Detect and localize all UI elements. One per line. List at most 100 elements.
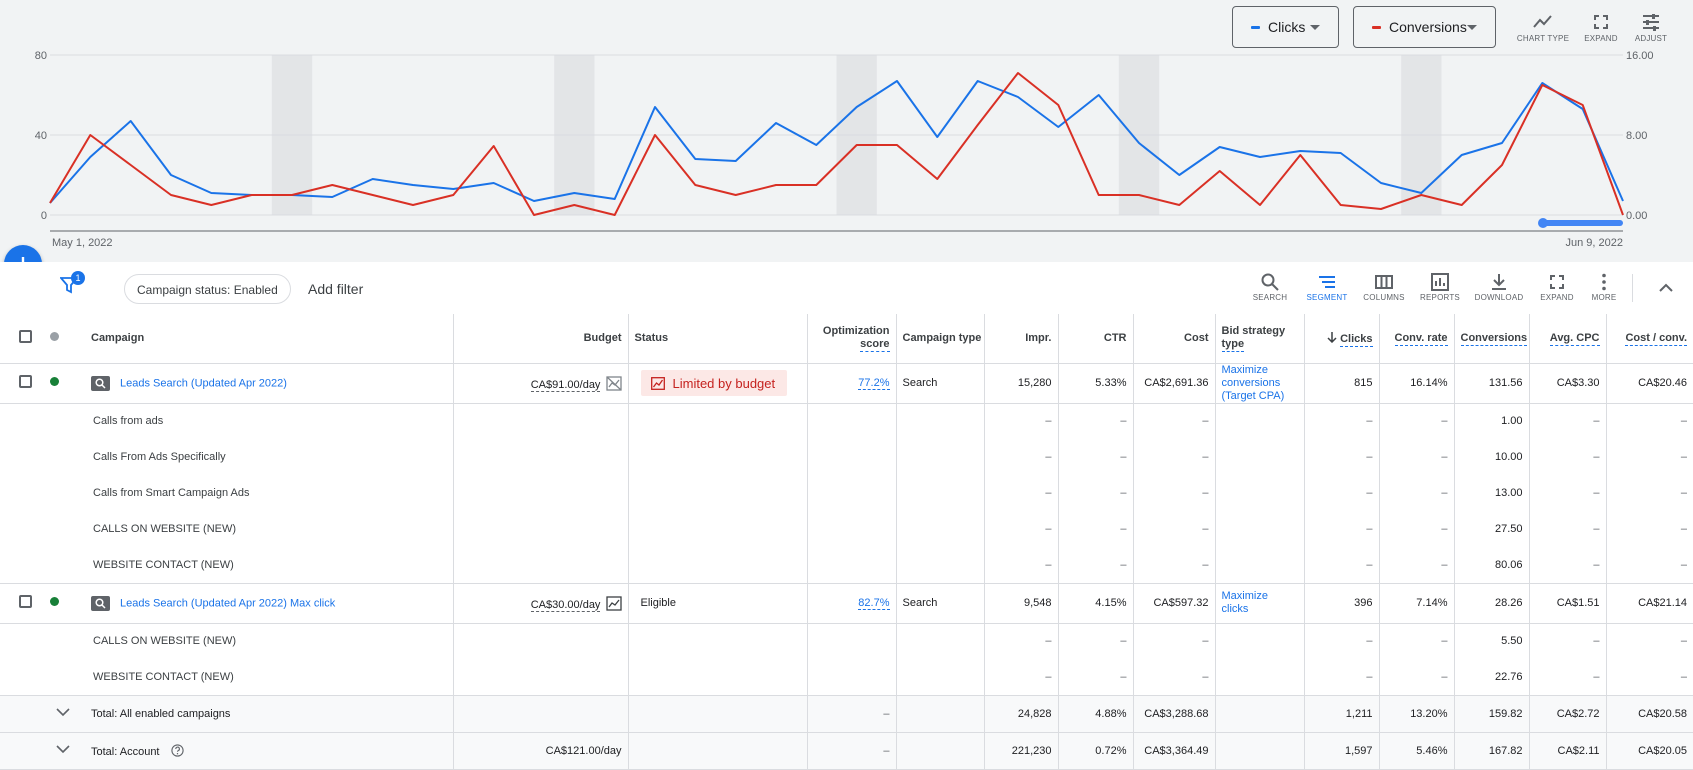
- date-start-label: May 1, 2022: [52, 237, 113, 249]
- row-status-cell: [50, 363, 85, 404]
- cost-conv-cell: CA$21.14: [1606, 583, 1693, 624]
- bid-strategy-link[interactable]: Maximize clicks: [1221, 590, 1268, 615]
- clicks-dash: –: [1304, 547, 1380, 584]
- avg-cpc-dash: –: [1529, 439, 1607, 475]
- row-status-cell: [50, 583, 85, 624]
- header-avg-cpc[interactable]: Avg. CPC: [1529, 314, 1607, 364]
- opt-score-cell: 77.2%: [807, 363, 897, 404]
- segment-button[interactable]: SEGMENT: [1300, 272, 1354, 302]
- conv-rate-dash: –: [1379, 475, 1455, 511]
- header-conversions[interactable]: Conversions: [1454, 314, 1530, 364]
- left-tick-label: 40: [35, 130, 47, 142]
- campaign-name-link[interactable]: Leads Search (Updated Apr 2022): [120, 376, 287, 389]
- total-budget: CA$121.00/day: [453, 732, 629, 770]
- opt-score-link[interactable]: 82.7%: [858, 597, 890, 610]
- line-chart-icon: [1533, 15, 1552, 28]
- campaign-row[interactable]: Leads Search (Updated Apr 2022) CA$91.00…: [0, 363, 1693, 404]
- row-checkbox[interactable]: [18, 375, 32, 388]
- trending-chart-icon: [650, 376, 665, 390]
- segment-label: CALLS ON WEBSITE (NEW): [85, 511, 454, 547]
- cost-conv-cell: CA$20.46: [1606, 363, 1693, 404]
- chart-expand-label: EXPAND: [1584, 34, 1618, 43]
- table-expand-button[interactable]: EXPAND: [1530, 272, 1584, 302]
- budget-chart-icon[interactable]: [605, 595, 622, 611]
- status-filter-dot[interactable]: [50, 332, 59, 342]
- help-icon[interactable]: [170, 743, 184, 757]
- metric-1-select[interactable]: Clicks: [1232, 6, 1339, 48]
- search-button[interactable]: SEARCH: [1243, 272, 1297, 302]
- total-expand-cell: [0, 695, 85, 733]
- budget-value[interactable]: CA$30.00/day: [530, 598, 601, 612]
- header-ctr[interactable]: CTR: [1058, 314, 1134, 364]
- conversions-cell: 131.56: [1454, 363, 1530, 404]
- tune-icon: [1643, 14, 1659, 31]
- enabled-status-dot[interactable]: [50, 377, 59, 386]
- header-bid-strategy[interactable]: Bid strategy type: [1215, 314, 1305, 364]
- total-ctr: 4.88%: [1058, 695, 1134, 733]
- segment-row: Calls from Smart Campaign Ads – – – – – …: [0, 475, 1693, 511]
- chevron-down-icon: [1467, 25, 1477, 30]
- header-campaign[interactable]: Campaign: [85, 314, 454, 364]
- chevron-down-icon[interactable]: [55, 744, 71, 754]
- more-button[interactable]: MORE: [1577, 272, 1631, 302]
- header-optimization-score[interactable]: Optimization score: [807, 314, 897, 364]
- header-budget[interactable]: Budget: [453, 314, 629, 364]
- row-checkbox[interactable]: [18, 595, 32, 608]
- download-icon: [1492, 274, 1506, 290]
- segment-label: Calls from Smart Campaign Ads: [85, 475, 454, 511]
- segment-icon: [1319, 276, 1335, 288]
- impr-dash: –: [984, 623, 1059, 659]
- header-conv-rate[interactable]: Conv. rate: [1379, 314, 1455, 364]
- search-campaign-icon: [91, 595, 110, 611]
- total-conversions: 167.82: [1454, 732, 1530, 770]
- cost-conv-dash: –: [1680, 451, 1687, 463]
- chart-expand-button[interactable]: EXPAND: [1574, 8, 1628, 43]
- table-header-row: Campaign Budget Status Optimization scor…: [0, 314, 1693, 364]
- segment-conversions: 27.50: [1454, 511, 1530, 547]
- header-clicks[interactable]: Clicks: [1304, 314, 1380, 364]
- campaign-row[interactable]: Leads Search (Updated Apr 2022) Max clic…: [0, 583, 1693, 624]
- chart-type-button[interactable]: CHART TYPE: [1516, 8, 1570, 43]
- opt-score-link[interactable]: 77.2%: [858, 377, 890, 390]
- header-cost[interactable]: Cost: [1133, 314, 1216, 364]
- bid-strategy-link[interactable]: Maximize conversions (Target CPA): [1221, 363, 1285, 402]
- status-header: [50, 314, 85, 364]
- expand-icon: [1594, 15, 1608, 29]
- avg-cpc-cell: CA$3.30: [1529, 363, 1607, 404]
- cost-conv-dash: –: [1606, 659, 1693, 696]
- search-campaign-icon: [91, 375, 110, 391]
- header-cost-per-conv[interactable]: Cost / conv.: [1606, 314, 1693, 364]
- ctr-dash: –: [1058, 659, 1134, 696]
- segment-conversions: 1.00: [1454, 403, 1530, 439]
- cost-cell: CA$597.32: [1133, 583, 1216, 624]
- ctr-cell: 5.33%: [1058, 363, 1134, 404]
- budget-value[interactable]: CA$91.00/day: [530, 378, 601, 392]
- select-all-checkbox[interactable]: [18, 330, 32, 344]
- budget-chart-disabled-icon[interactable]: [605, 375, 622, 391]
- filter-chip-campaign-status[interactable]: Campaign status: Enabled: [124, 274, 291, 304]
- campaign-name-link[interactable]: Leads Search (Updated Apr 2022) Max clic…: [120, 596, 336, 609]
- chevron-down-icon[interactable]: [55, 707, 71, 717]
- collapse-button[interactable]: [1656, 278, 1676, 303]
- total-expand-cell: [0, 732, 85, 770]
- enabled-status-dot[interactable]: [50, 597, 59, 606]
- reports-button[interactable]: REPORTS: [1413, 272, 1467, 302]
- header-campaign-type[interactable]: Campaign type: [896, 314, 985, 364]
- metric-2-select[interactable]: Conversions: [1353, 6, 1496, 48]
- columns-button[interactable]: COLUMNS: [1357, 272, 1411, 302]
- cost-conv-dash: –: [1680, 415, 1687, 428]
- header-opt-line-1: Optimization: [822, 325, 890, 338]
- cost-conv-dash: –: [1680, 523, 1687, 535]
- header-impr[interactable]: Impr.: [984, 314, 1059, 364]
- chart-adjust-button[interactable]: ADJUST: [1624, 8, 1678, 43]
- impr-dash: –: [984, 659, 1059, 696]
- add-filter-button[interactable]: Add filter: [308, 281, 364, 297]
- limited-by-budget-badge[interactable]: Limited by budget: [640, 370, 788, 396]
- cost-dash: –: [1133, 439, 1216, 475]
- download-button[interactable]: DOWNLOAD: [1472, 272, 1526, 302]
- header-status[interactable]: Status: [628, 314, 808, 364]
- clicks-dash: –: [1304, 403, 1380, 439]
- metric-2-color: [1372, 25, 1381, 29]
- segment-label: WEBSITE CONTACT (NEW): [85, 547, 454, 584]
- segment-conversions: 10.00: [1454, 439, 1530, 475]
